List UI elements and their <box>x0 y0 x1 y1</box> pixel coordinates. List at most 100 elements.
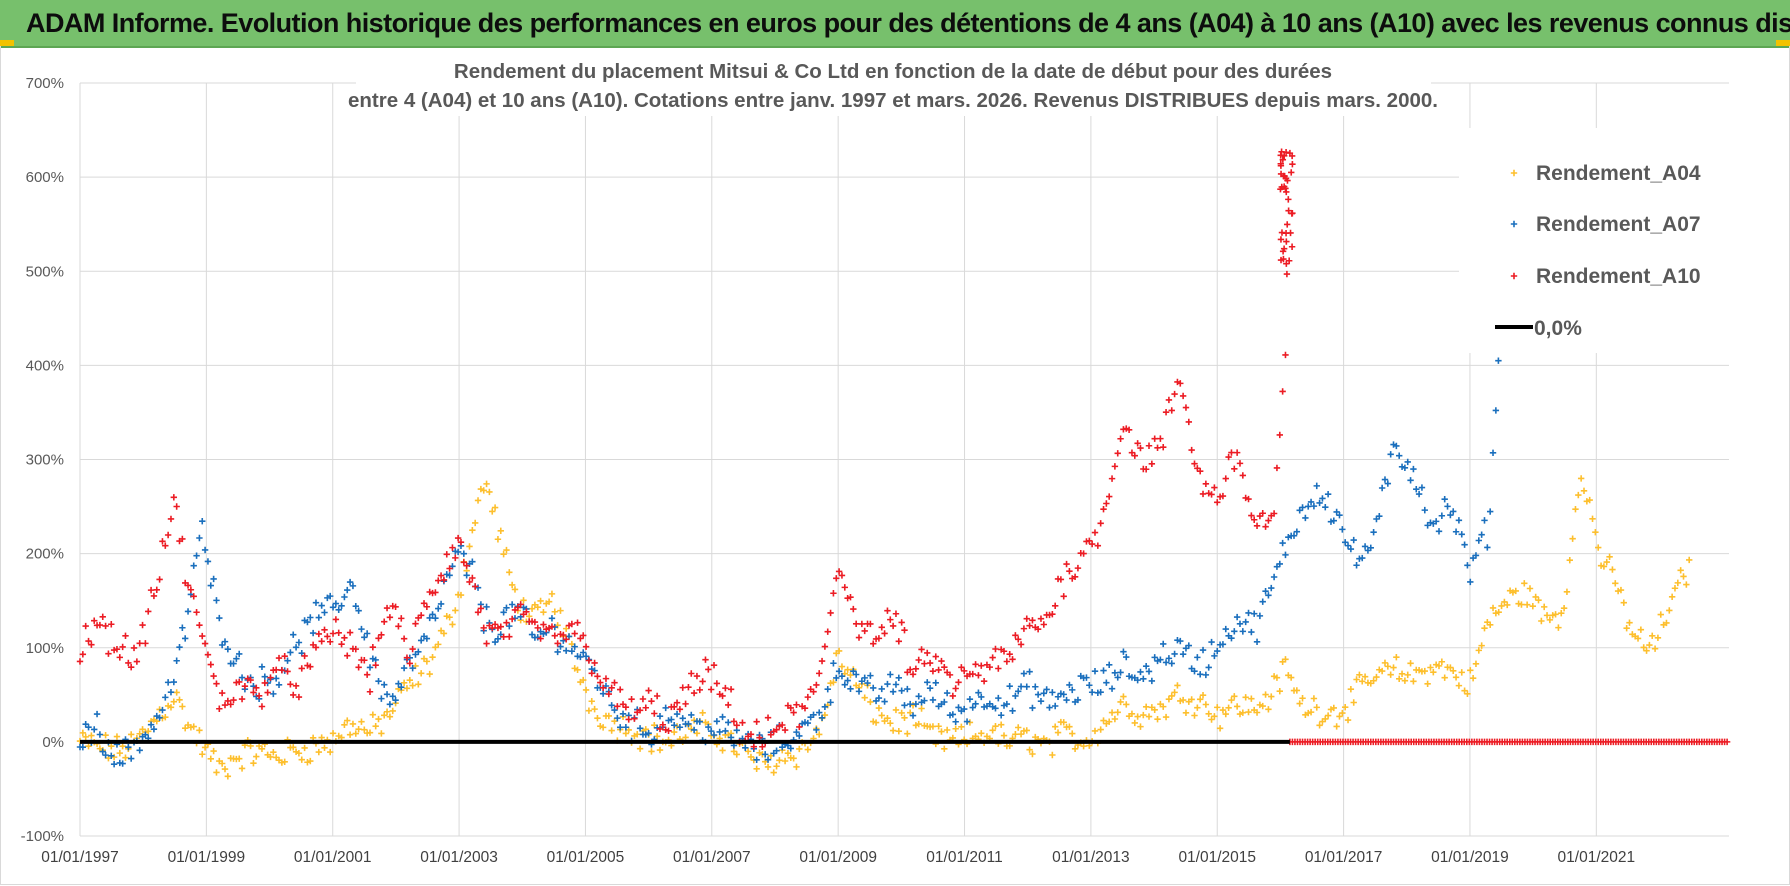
data-point-rendement-a10 <box>759 743 766 750</box>
data-point-rendement-a04 <box>480 487 487 494</box>
data-point-rendement-a04 <box>892 706 900 714</box>
data-point-rendement-a10 <box>887 616 894 623</box>
data-point-rendement-a10 <box>196 621 203 629</box>
data-point-rendement-a07 <box>676 724 684 731</box>
data-point-rendement-a07 <box>1108 685 1116 692</box>
data-point-rendement-a07 <box>125 744 132 751</box>
data-point-rendement-a07 <box>426 614 433 622</box>
data-point-rendement-a04 <box>318 734 325 741</box>
data-point-rendement-a04 <box>1293 687 1301 694</box>
data-point-rendement-a04 <box>1142 703 1150 710</box>
data-point-rendement-a10 <box>1051 602 1059 609</box>
data-point-rendement-a04 <box>1580 487 1588 494</box>
data-point-rendement-a07 <box>671 722 678 729</box>
data-point-rendement-a10 <box>989 654 996 661</box>
data-point-rendement-a10 <box>372 662 379 669</box>
data-point-rendement-a07 <box>389 693 396 700</box>
data-point-rendement-a04 <box>1341 703 1349 711</box>
data-point-rendement-a07 <box>383 691 391 698</box>
data-point-rendement-a04 <box>1643 647 1650 654</box>
data-point-rendement-a07 <box>329 604 337 611</box>
y-tick-label: 400% <box>26 357 64 374</box>
data-point-rendement-a04 <box>1623 625 1630 632</box>
x-tick-label: 01/01/2015 <box>1178 849 1256 866</box>
data-point-rendement-a10 <box>1162 409 1170 416</box>
data-point-rendement-a04 <box>1120 693 1127 700</box>
data-point-rendement-a04 <box>599 724 607 731</box>
data-point-rendement-a07 <box>1106 661 1113 668</box>
data-point-rendement-a07 <box>924 679 931 686</box>
data-point-rendement-a07 <box>943 689 951 697</box>
data-point-rendement-a07 <box>1336 511 1343 519</box>
data-point-rendement-a04 <box>1532 593 1539 601</box>
data-point-rendement-a07 <box>1359 554 1366 562</box>
x-tick-label: 01/01/2021 <box>1558 849 1636 866</box>
data-point-rendement-a07 <box>1046 704 1053 711</box>
data-point-rendement-a07 <box>108 752 115 759</box>
data-point-rendement-a04 <box>1000 732 1008 739</box>
data-point-rendement-a10 <box>1074 564 1082 572</box>
data-point-rendement-a10 <box>1057 576 1065 583</box>
data-point-rendement-a10 <box>889 622 897 630</box>
data-point-rendement-a07 <box>889 688 897 695</box>
data-point-rendement-a07 <box>218 641 226 649</box>
data-point-rendement-a04 <box>298 756 305 763</box>
data-point-rendement-a07 <box>156 714 163 721</box>
data-point-rendement-a10 <box>409 645 416 653</box>
data-point-rendement-a07 <box>571 643 578 650</box>
data-point-rendement-a04 <box>1333 723 1340 730</box>
data-point-rendement-a10 <box>1066 568 1073 575</box>
data-point-rendement-a07 <box>483 603 490 611</box>
data-point-rendement-a04 <box>1242 694 1249 701</box>
data-point-rendement-a07 <box>599 690 607 697</box>
data-point-rendement-a10 <box>719 692 726 700</box>
data-point-rendement-a10 <box>153 586 160 594</box>
data-point-rendement-a04 <box>1233 703 1241 710</box>
data-point-rendement-a04 <box>867 698 874 706</box>
data-point-rendement-a04 <box>585 707 593 714</box>
data-point-rendement-a07 <box>1051 702 1059 710</box>
data-point-rendement-a04 <box>1179 696 1187 704</box>
data-point-rendement-a10 <box>1188 446 1195 454</box>
data-point-rendement-a04 <box>1541 603 1548 611</box>
data-point-rendement-a10 <box>645 687 652 694</box>
data-point-rendement-a10 <box>261 679 269 687</box>
data-point-rendement-a10 <box>241 682 249 690</box>
data-point-rendement-a04 <box>1558 609 1565 617</box>
data-point-rendement-a10 <box>255 692 263 700</box>
data-point-rendement-a04 <box>1202 701 1210 708</box>
data-point-rendement-a07 <box>1455 517 1463 524</box>
data-point-rendement-a04 <box>952 725 959 732</box>
data-point-rendement-a04 <box>1310 695 1318 702</box>
data-point-rendement-a10 <box>1277 170 1285 178</box>
x-tick-label: 01/01/2011 <box>926 849 1002 866</box>
data-point-rendement-a07 <box>1063 696 1070 704</box>
data-point-rendement-a10 <box>477 605 485 612</box>
data-point-rendement-a07 <box>304 618 311 626</box>
data-point-rendement-a07 <box>1185 642 1193 649</box>
chart-title: Rendement du placement Mitsui & Co Ltd e… <box>348 54 1438 116</box>
data-point-rendement-a10 <box>1283 188 1290 196</box>
data-point-rendement-a04 <box>1182 709 1190 716</box>
data-point-rendement-a04 <box>733 751 740 758</box>
data-point-rendement-a10 <box>1020 625 1028 632</box>
data-point-rendement-a04 <box>790 755 797 762</box>
data-point-rendement-a10 <box>1088 540 1096 548</box>
data-point-rendement-a10 <box>1037 615 1045 622</box>
data-point-rendement-a04 <box>471 519 479 527</box>
data-point-rendement-a10 <box>1279 156 1287 163</box>
data-point-rendement-a04 <box>1393 654 1400 661</box>
data-point-rendement-a10 <box>924 649 931 657</box>
data-point-rendement-a04 <box>250 760 257 767</box>
data-point-rendement-a04 <box>1253 709 1261 716</box>
data-point-rendement-a10 <box>949 692 957 700</box>
data-point-rendement-a07 <box>1123 653 1130 661</box>
x-tick-label: 01/01/2001 <box>294 849 372 866</box>
data-point-rendement-a07 <box>1194 654 1201 661</box>
data-point-rendement-a07 <box>1387 451 1394 458</box>
data-point-rendement-a10 <box>1285 257 1293 264</box>
data-point-rendement-a10 <box>608 684 615 692</box>
data-point-rendement-a04 <box>1683 581 1690 588</box>
data-point-rendement-a10 <box>1196 467 1204 475</box>
data-point-rendement-a07 <box>127 755 135 762</box>
